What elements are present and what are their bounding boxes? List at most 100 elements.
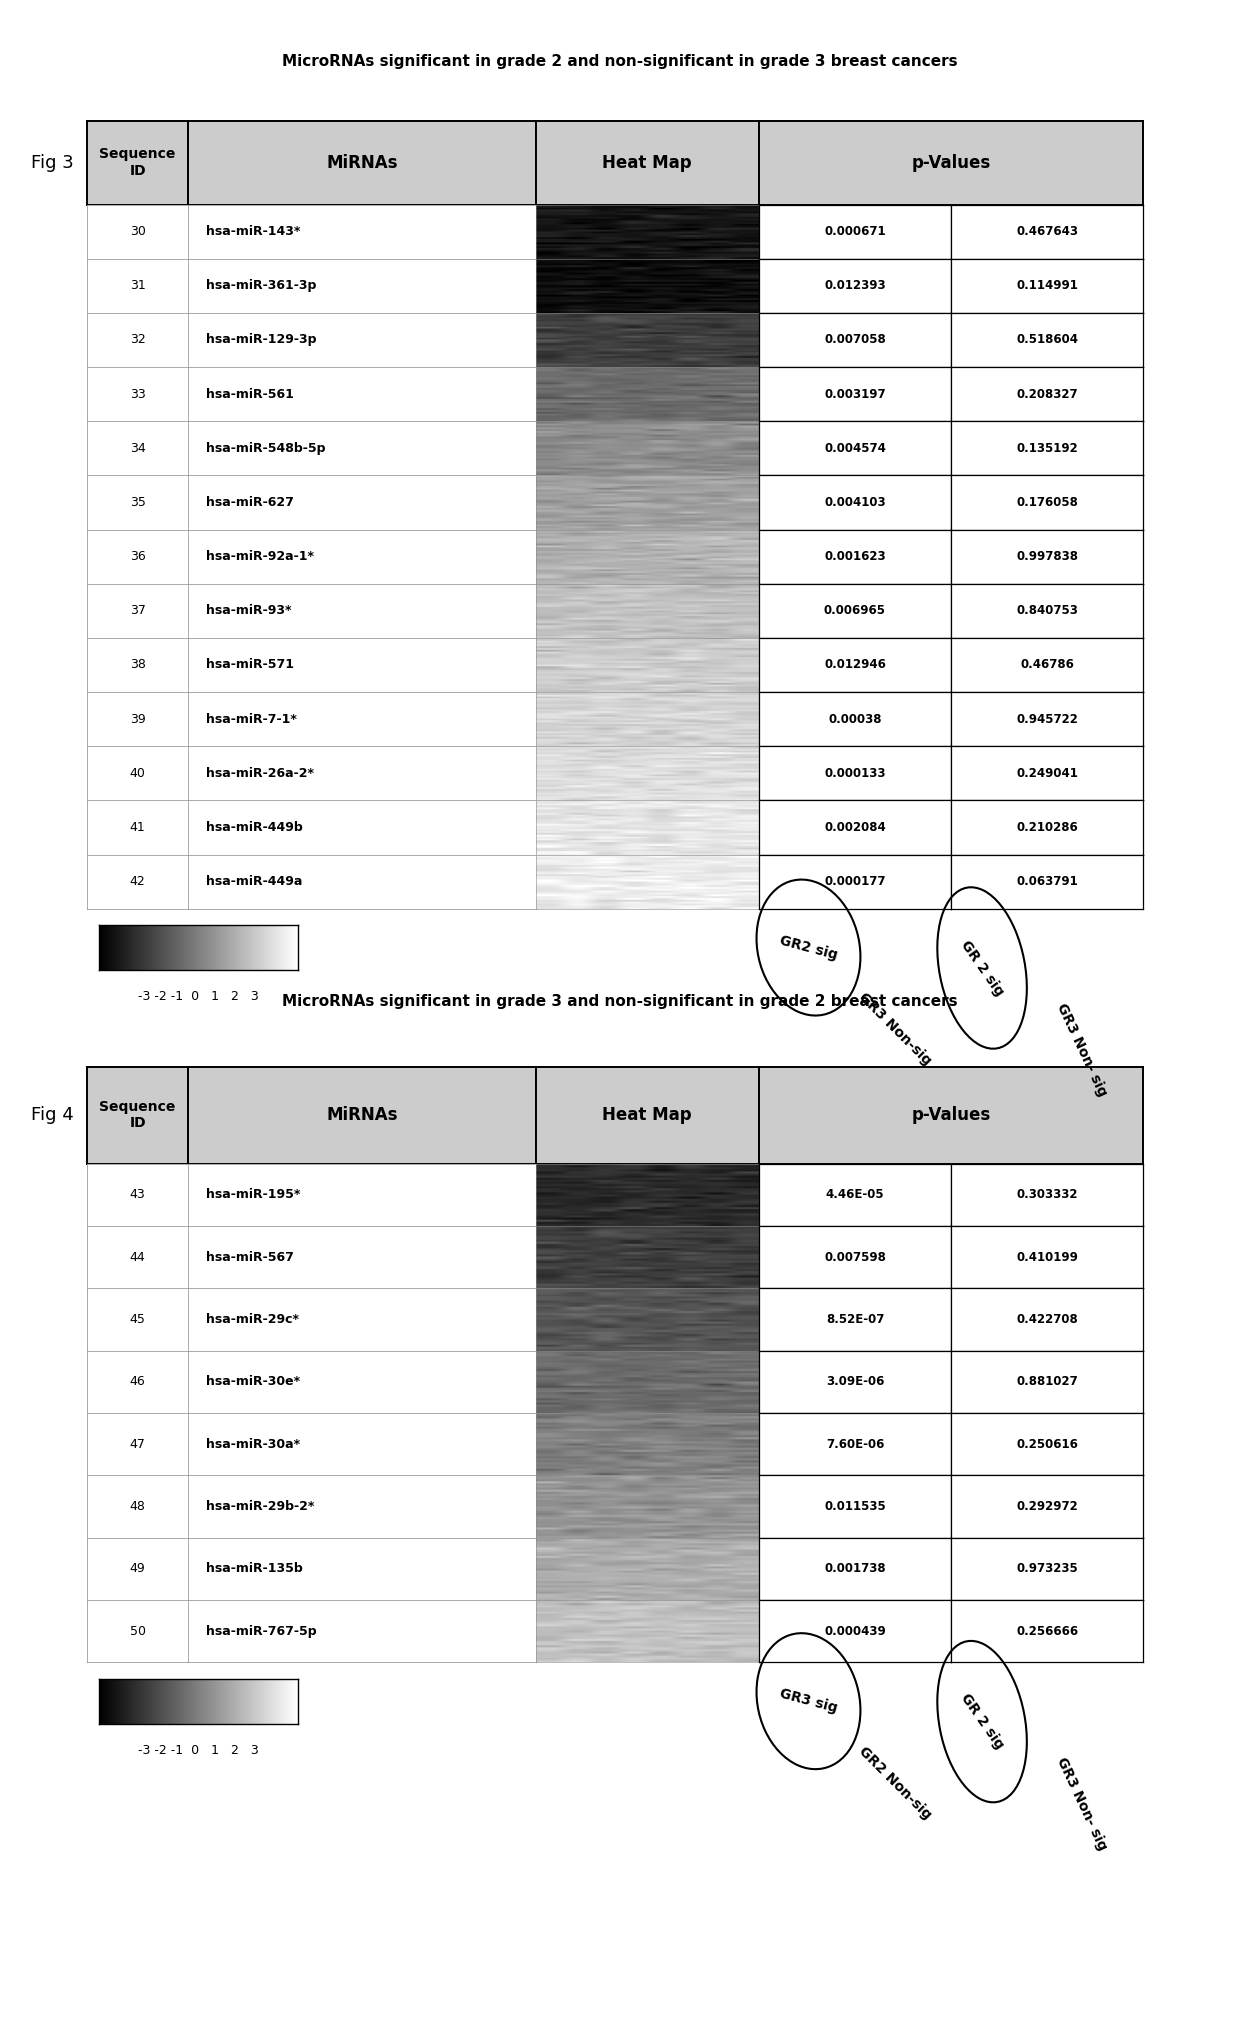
Text: Heat Map: Heat Map bbox=[603, 153, 692, 172]
Text: 37: 37 bbox=[130, 605, 145, 617]
Text: hsa-miR-449a: hsa-miR-449a bbox=[206, 875, 303, 889]
Text: 41: 41 bbox=[130, 822, 145, 834]
Text: 0.114991: 0.114991 bbox=[1017, 280, 1078, 292]
Text: 3.09E-06: 3.09E-06 bbox=[826, 1376, 884, 1388]
Text: hsa-miR-143*: hsa-miR-143* bbox=[206, 225, 300, 239]
Text: 49: 49 bbox=[130, 1562, 145, 1576]
Text: 0.840753: 0.840753 bbox=[1017, 605, 1078, 617]
Text: MiRNAs: MiRNAs bbox=[326, 1106, 398, 1124]
Text: 0.006965: 0.006965 bbox=[825, 605, 887, 617]
Text: 45: 45 bbox=[130, 1312, 145, 1327]
Text: hsa-miR-548b-5p: hsa-miR-548b-5p bbox=[206, 442, 325, 456]
Text: 0.210286: 0.210286 bbox=[1017, 822, 1078, 834]
Text: hsa-miR-92a-1*: hsa-miR-92a-1* bbox=[206, 550, 314, 564]
Text: hsa-miR-567: hsa-miR-567 bbox=[206, 1251, 294, 1263]
Text: hsa-miR-767-5p: hsa-miR-767-5p bbox=[206, 1625, 316, 1637]
Text: Fig 3: Fig 3 bbox=[31, 153, 73, 172]
Text: 36: 36 bbox=[130, 550, 145, 564]
Text: hsa-miR-195*: hsa-miR-195* bbox=[206, 1188, 300, 1202]
Text: hsa-miR-93*: hsa-miR-93* bbox=[206, 605, 291, 617]
Text: 0.250616: 0.250616 bbox=[1017, 1437, 1078, 1451]
Text: 48: 48 bbox=[130, 1500, 145, 1513]
Text: GR3 Non-sig: GR3 Non-sig bbox=[857, 991, 934, 1069]
Text: hsa-miR-135b: hsa-miR-135b bbox=[206, 1562, 303, 1576]
Text: hsa-miR-30e*: hsa-miR-30e* bbox=[206, 1376, 300, 1388]
Text: hsa-miR-7-1*: hsa-miR-7-1* bbox=[206, 713, 296, 726]
Text: p-Values: p-Values bbox=[911, 1106, 991, 1124]
Text: 0.00038: 0.00038 bbox=[828, 713, 882, 726]
Text: 0.001738: 0.001738 bbox=[825, 1562, 885, 1576]
Text: 8.52E-07: 8.52E-07 bbox=[826, 1312, 884, 1327]
Text: GR2 Non-sig: GR2 Non-sig bbox=[857, 1744, 934, 1821]
Text: GR3 sig: GR3 sig bbox=[777, 1686, 839, 1715]
Text: GR3 Non- sig: GR3 Non- sig bbox=[1054, 1002, 1109, 1098]
Text: 0.973235: 0.973235 bbox=[1017, 1562, 1078, 1576]
Text: hsa-miR-561: hsa-miR-561 bbox=[206, 388, 294, 401]
Text: -3 -2 -1  0   1   2   3: -3 -2 -1 0 1 2 3 bbox=[138, 989, 259, 1004]
Text: hsa-miR-571: hsa-miR-571 bbox=[206, 658, 294, 672]
Text: GR3 Non- sig: GR3 Non- sig bbox=[1054, 1754, 1109, 1852]
Text: -3 -2 -1  0   1   2   3: -3 -2 -1 0 1 2 3 bbox=[138, 1744, 259, 1756]
Text: 0.208327: 0.208327 bbox=[1017, 388, 1078, 401]
Text: 0.945722: 0.945722 bbox=[1017, 713, 1078, 726]
Text: hsa-miR-129-3p: hsa-miR-129-3p bbox=[206, 333, 316, 347]
Text: 47: 47 bbox=[130, 1437, 145, 1451]
Text: MiRNAs: MiRNAs bbox=[326, 153, 398, 172]
Text: hsa-miR-26a-2*: hsa-miR-26a-2* bbox=[206, 766, 314, 781]
Text: hsa-miR-30a*: hsa-miR-30a* bbox=[206, 1437, 300, 1451]
Text: 0.003197: 0.003197 bbox=[825, 388, 885, 401]
Text: GR2 sig: GR2 sig bbox=[777, 932, 839, 963]
Text: 0.518604: 0.518604 bbox=[1017, 333, 1079, 347]
Text: 0.002084: 0.002084 bbox=[825, 822, 885, 834]
Text: 32: 32 bbox=[130, 333, 145, 347]
Text: hsa-miR-361-3p: hsa-miR-361-3p bbox=[206, 280, 316, 292]
Text: 0.467643: 0.467643 bbox=[1017, 225, 1079, 239]
Text: 38: 38 bbox=[130, 658, 145, 672]
Text: 46: 46 bbox=[130, 1376, 145, 1388]
Text: 31: 31 bbox=[130, 280, 145, 292]
Text: 0.004103: 0.004103 bbox=[825, 497, 885, 509]
Text: 44: 44 bbox=[130, 1251, 145, 1263]
Text: Fig 4: Fig 4 bbox=[31, 1106, 73, 1124]
Text: 0.000439: 0.000439 bbox=[825, 1625, 885, 1637]
Text: 43: 43 bbox=[130, 1188, 145, 1202]
Text: 0.000133: 0.000133 bbox=[825, 766, 885, 781]
Text: GR 2 sig: GR 2 sig bbox=[957, 938, 1007, 997]
Text: 34: 34 bbox=[130, 442, 145, 456]
Text: p-Values: p-Values bbox=[911, 153, 991, 172]
Text: 0.249041: 0.249041 bbox=[1017, 766, 1078, 781]
Text: 0.292972: 0.292972 bbox=[1017, 1500, 1078, 1513]
Text: 30: 30 bbox=[130, 225, 145, 239]
Text: 4.46E-05: 4.46E-05 bbox=[826, 1188, 884, 1202]
Text: hsa-miR-29c*: hsa-miR-29c* bbox=[206, 1312, 299, 1327]
Text: 0.46786: 0.46786 bbox=[1021, 658, 1074, 672]
Text: 0.256666: 0.256666 bbox=[1016, 1625, 1079, 1637]
Text: Sequence
ID: Sequence ID bbox=[99, 147, 176, 178]
Text: 0.011535: 0.011535 bbox=[825, 1500, 885, 1513]
Text: 0.007058: 0.007058 bbox=[825, 333, 885, 347]
Text: 0.007598: 0.007598 bbox=[825, 1251, 885, 1263]
Text: 0.303332: 0.303332 bbox=[1017, 1188, 1078, 1202]
Text: Heat Map: Heat Map bbox=[603, 1106, 692, 1124]
Text: 0.410199: 0.410199 bbox=[1017, 1251, 1078, 1263]
Text: 0.881027: 0.881027 bbox=[1017, 1376, 1078, 1388]
Text: 0.012393: 0.012393 bbox=[825, 280, 885, 292]
Text: 0.422708: 0.422708 bbox=[1017, 1312, 1078, 1327]
Text: 0.001623: 0.001623 bbox=[825, 550, 885, 564]
Text: hsa-miR-449b: hsa-miR-449b bbox=[206, 822, 303, 834]
Text: 35: 35 bbox=[130, 497, 145, 509]
Text: hsa-miR-627: hsa-miR-627 bbox=[206, 497, 294, 509]
Text: 0.135192: 0.135192 bbox=[1017, 442, 1078, 456]
Text: 0.000177: 0.000177 bbox=[825, 875, 885, 889]
Text: 0.012946: 0.012946 bbox=[825, 658, 885, 672]
Text: 7.60E-06: 7.60E-06 bbox=[826, 1437, 884, 1451]
Text: 39: 39 bbox=[130, 713, 145, 726]
Text: hsa-miR-29b-2*: hsa-miR-29b-2* bbox=[206, 1500, 314, 1513]
Text: 42: 42 bbox=[130, 875, 145, 889]
Text: 50: 50 bbox=[130, 1625, 145, 1637]
Text: 0.004574: 0.004574 bbox=[825, 442, 885, 456]
Text: 0.063791: 0.063791 bbox=[1017, 875, 1078, 889]
Text: 33: 33 bbox=[130, 388, 145, 401]
Text: 0.000671: 0.000671 bbox=[825, 225, 885, 239]
Text: GR 2 sig: GR 2 sig bbox=[957, 1690, 1007, 1752]
